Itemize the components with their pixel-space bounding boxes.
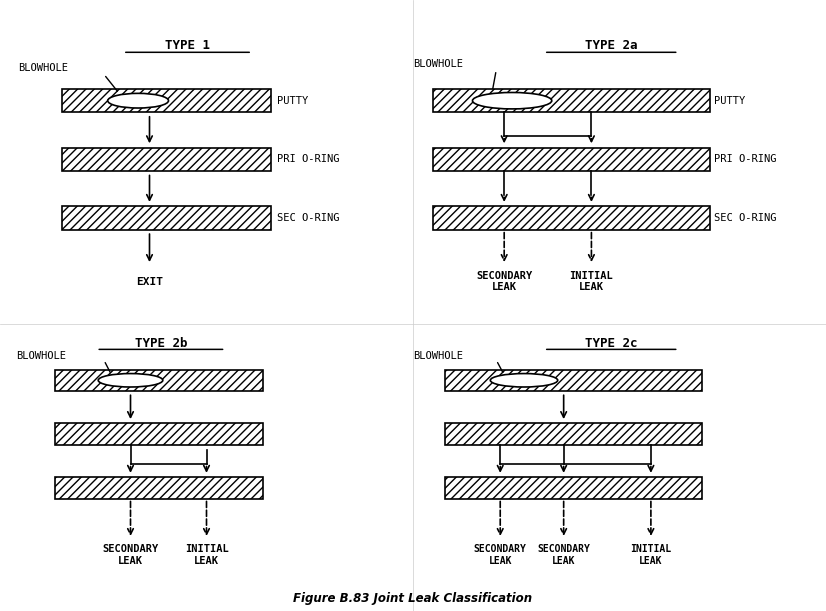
Bar xyxy=(444,370,702,391)
Bar xyxy=(433,207,710,230)
Bar xyxy=(55,477,263,499)
Text: EXIT: EXIT xyxy=(136,277,163,287)
Bar xyxy=(444,477,702,499)
Text: Figure B.83 Joint Leak Classification: Figure B.83 Joint Leak Classification xyxy=(293,592,533,605)
Text: TYPE 2a: TYPE 2a xyxy=(585,39,638,52)
Bar xyxy=(55,370,263,391)
Text: BLOWHOLE: BLOWHOLE xyxy=(18,64,69,73)
Text: SEC O-RING: SEC O-RING xyxy=(714,213,776,223)
Text: INITIAL
LEAK: INITIAL LEAK xyxy=(630,544,672,566)
Bar xyxy=(55,423,263,445)
Ellipse shape xyxy=(107,93,169,108)
Text: SECONDARY
LEAK: SECONDARY LEAK xyxy=(102,544,159,566)
Ellipse shape xyxy=(472,92,552,109)
Bar xyxy=(62,148,271,171)
Text: TYPE 1: TYPE 1 xyxy=(165,39,210,52)
Text: PUTTY: PUTTY xyxy=(277,96,308,106)
Text: TYPE 2b: TYPE 2b xyxy=(135,337,188,350)
Text: BLOWHOLE: BLOWHOLE xyxy=(413,351,463,361)
Ellipse shape xyxy=(491,373,558,387)
Bar xyxy=(62,89,271,112)
Text: PRI O-RING: PRI O-RING xyxy=(714,155,776,164)
Text: SECONDARY
LEAK: SECONDARY LEAK xyxy=(474,544,527,566)
Text: SECONDARY
LEAK: SECONDARY LEAK xyxy=(476,271,532,293)
Bar xyxy=(433,89,710,112)
Text: PRI O-RING: PRI O-RING xyxy=(277,155,339,164)
Bar xyxy=(444,423,702,445)
Text: SEC O-RING: SEC O-RING xyxy=(277,213,339,223)
Text: INITIAL
LEAK: INITIAL LEAK xyxy=(570,271,613,293)
Text: BLOWHOLE: BLOWHOLE xyxy=(17,351,67,361)
Ellipse shape xyxy=(98,373,163,387)
Bar xyxy=(433,148,710,171)
Text: INITIAL
LEAK: INITIAL LEAK xyxy=(185,544,228,566)
Text: SECONDARY
LEAK: SECONDARY LEAK xyxy=(537,544,590,566)
Text: BLOWHOLE: BLOWHOLE xyxy=(413,59,463,69)
Text: PUTTY: PUTTY xyxy=(714,96,746,106)
Text: TYPE 2c: TYPE 2c xyxy=(585,337,638,350)
Bar xyxy=(62,207,271,230)
